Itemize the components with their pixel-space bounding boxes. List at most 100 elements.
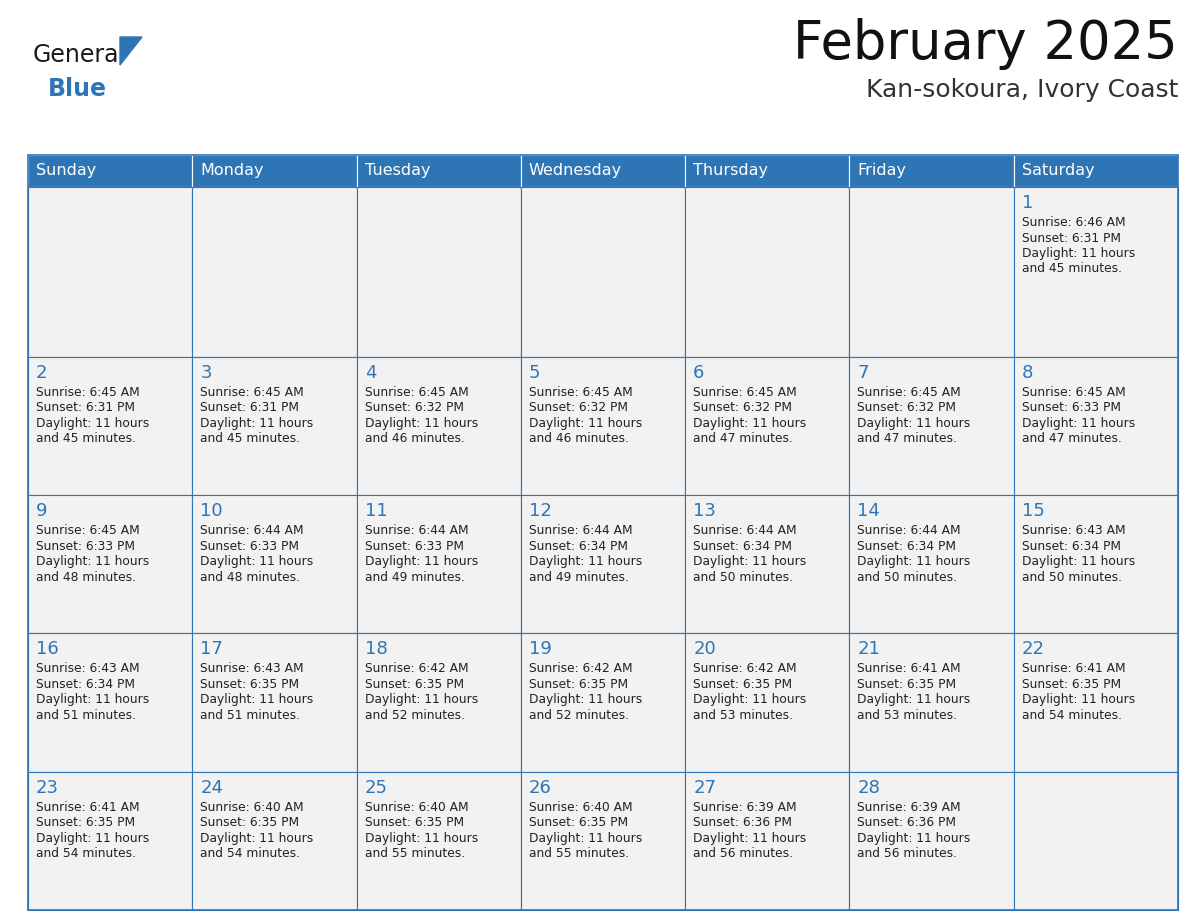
Text: and 54 minutes.: and 54 minutes. bbox=[1022, 709, 1121, 722]
Text: Sunrise: 6:45 AM: Sunrise: 6:45 AM bbox=[858, 386, 961, 399]
Text: 15: 15 bbox=[1022, 502, 1044, 521]
Text: Daylight: 11 hours: Daylight: 11 hours bbox=[693, 417, 807, 430]
Text: Sunset: 6:34 PM: Sunset: 6:34 PM bbox=[529, 540, 627, 553]
Bar bbox=[1013, 155, 1178, 187]
Bar bbox=[29, 155, 192, 187]
Bar bbox=[192, 155, 356, 187]
Text: and 51 minutes.: and 51 minutes. bbox=[201, 709, 301, 722]
Text: Sunrise: 6:43 AM: Sunrise: 6:43 AM bbox=[201, 663, 304, 676]
Text: and 51 minutes.: and 51 minutes. bbox=[36, 709, 135, 722]
Text: 8: 8 bbox=[1022, 364, 1034, 382]
Text: 27: 27 bbox=[693, 778, 716, 797]
Text: Sunrise: 6:44 AM: Sunrise: 6:44 AM bbox=[365, 524, 468, 537]
Text: Sunset: 6:32 PM: Sunset: 6:32 PM bbox=[365, 401, 463, 414]
Text: Sunset: 6:34 PM: Sunset: 6:34 PM bbox=[693, 540, 792, 553]
Bar bbox=[356, 772, 520, 910]
Bar bbox=[1013, 357, 1178, 495]
Text: Sunset: 6:32 PM: Sunset: 6:32 PM bbox=[858, 401, 956, 414]
Text: and 53 minutes.: and 53 minutes. bbox=[693, 709, 794, 722]
Text: Daylight: 11 hours: Daylight: 11 hours bbox=[36, 555, 150, 568]
Text: and 55 minutes.: and 55 minutes. bbox=[365, 847, 465, 860]
Text: Sunset: 6:35 PM: Sunset: 6:35 PM bbox=[529, 816, 628, 829]
Text: and 54 minutes.: and 54 minutes. bbox=[201, 847, 301, 860]
Text: Sunrise: 6:42 AM: Sunrise: 6:42 AM bbox=[693, 663, 797, 676]
Text: Kan-sokoura, Ivory Coast: Kan-sokoura, Ivory Coast bbox=[866, 78, 1178, 102]
Text: and 47 minutes.: and 47 minutes. bbox=[1022, 432, 1121, 445]
Text: Daylight: 11 hours: Daylight: 11 hours bbox=[365, 417, 478, 430]
Text: Sunset: 6:32 PM: Sunset: 6:32 PM bbox=[693, 401, 792, 414]
Bar bbox=[685, 772, 849, 910]
Text: and 45 minutes.: and 45 minutes. bbox=[201, 432, 301, 445]
Bar bbox=[29, 772, 192, 910]
Text: and 56 minutes.: and 56 minutes. bbox=[858, 847, 958, 860]
Text: and 52 minutes.: and 52 minutes. bbox=[365, 709, 465, 722]
Text: and 53 minutes.: and 53 minutes. bbox=[858, 709, 958, 722]
Bar bbox=[849, 772, 1013, 910]
Text: Daylight: 11 hours: Daylight: 11 hours bbox=[858, 555, 971, 568]
Text: and 48 minutes.: and 48 minutes. bbox=[36, 571, 135, 584]
Text: Sunset: 6:35 PM: Sunset: 6:35 PM bbox=[36, 816, 135, 829]
Text: Daylight: 11 hours: Daylight: 11 hours bbox=[693, 555, 807, 568]
Text: Daylight: 11 hours: Daylight: 11 hours bbox=[1022, 693, 1135, 707]
Text: Monday: Monday bbox=[201, 163, 264, 178]
Text: Sunrise: 6:45 AM: Sunrise: 6:45 AM bbox=[529, 386, 632, 399]
Text: and 45 minutes.: and 45 minutes. bbox=[1022, 263, 1121, 275]
Bar bbox=[192, 633, 356, 772]
Text: 12: 12 bbox=[529, 502, 551, 521]
Text: Sunset: 6:34 PM: Sunset: 6:34 PM bbox=[858, 540, 956, 553]
Text: Sunset: 6:35 PM: Sunset: 6:35 PM bbox=[693, 678, 792, 691]
Text: Daylight: 11 hours: Daylight: 11 hours bbox=[36, 417, 150, 430]
Text: and 45 minutes.: and 45 minutes. bbox=[36, 432, 135, 445]
Bar bbox=[356, 155, 520, 187]
Text: 19: 19 bbox=[529, 641, 551, 658]
Bar bbox=[685, 155, 849, 187]
Text: 28: 28 bbox=[858, 778, 880, 797]
Text: Sunset: 6:35 PM: Sunset: 6:35 PM bbox=[1022, 678, 1120, 691]
Text: Sunset: 6:35 PM: Sunset: 6:35 PM bbox=[529, 678, 628, 691]
Bar bbox=[520, 155, 685, 187]
Bar bbox=[520, 357, 685, 495]
Bar bbox=[849, 633, 1013, 772]
Text: Sunset: 6:34 PM: Sunset: 6:34 PM bbox=[36, 678, 135, 691]
Text: Daylight: 11 hours: Daylight: 11 hours bbox=[36, 832, 150, 845]
Text: Thursday: Thursday bbox=[693, 163, 769, 178]
Text: and 56 minutes.: and 56 minutes. bbox=[693, 847, 794, 860]
Text: 7: 7 bbox=[858, 364, 868, 382]
Text: and 47 minutes.: and 47 minutes. bbox=[858, 432, 958, 445]
Text: Daylight: 11 hours: Daylight: 11 hours bbox=[858, 417, 971, 430]
Text: Sunrise: 6:42 AM: Sunrise: 6:42 AM bbox=[529, 663, 632, 676]
Text: 5: 5 bbox=[529, 364, 541, 382]
Text: Daylight: 11 hours: Daylight: 11 hours bbox=[529, 417, 642, 430]
Text: Sunrise: 6:39 AM: Sunrise: 6:39 AM bbox=[858, 800, 961, 813]
Text: 1: 1 bbox=[1022, 194, 1034, 212]
Bar bbox=[685, 633, 849, 772]
Text: Saturday: Saturday bbox=[1022, 163, 1094, 178]
Text: Sunset: 6:33 PM: Sunset: 6:33 PM bbox=[365, 540, 463, 553]
Text: Sunset: 6:33 PM: Sunset: 6:33 PM bbox=[36, 540, 135, 553]
Text: Daylight: 11 hours: Daylight: 11 hours bbox=[1022, 555, 1135, 568]
Text: 9: 9 bbox=[36, 502, 48, 521]
Text: Sunset: 6:31 PM: Sunset: 6:31 PM bbox=[201, 401, 299, 414]
Text: Daylight: 11 hours: Daylight: 11 hours bbox=[365, 693, 478, 707]
Text: and 46 minutes.: and 46 minutes. bbox=[529, 432, 628, 445]
Text: General: General bbox=[33, 43, 126, 67]
Bar bbox=[356, 357, 520, 495]
Text: Sunrise: 6:43 AM: Sunrise: 6:43 AM bbox=[36, 663, 140, 676]
Polygon shape bbox=[120, 37, 143, 65]
Text: February 2025: February 2025 bbox=[794, 18, 1178, 70]
Text: Sunrise: 6:41 AM: Sunrise: 6:41 AM bbox=[1022, 663, 1125, 676]
Text: Wednesday: Wednesday bbox=[529, 163, 623, 178]
Text: Daylight: 11 hours: Daylight: 11 hours bbox=[36, 693, 150, 707]
Text: and 48 minutes.: and 48 minutes. bbox=[201, 571, 301, 584]
Text: Sunset: 6:33 PM: Sunset: 6:33 PM bbox=[1022, 401, 1120, 414]
Text: and 50 minutes.: and 50 minutes. bbox=[858, 571, 958, 584]
Text: Sunset: 6:36 PM: Sunset: 6:36 PM bbox=[858, 816, 956, 829]
Bar bbox=[192, 495, 356, 633]
Text: and 52 minutes.: and 52 minutes. bbox=[529, 709, 628, 722]
Text: Daylight: 11 hours: Daylight: 11 hours bbox=[858, 693, 971, 707]
Text: 13: 13 bbox=[693, 502, 716, 521]
Bar bbox=[520, 772, 685, 910]
Text: Daylight: 11 hours: Daylight: 11 hours bbox=[693, 832, 807, 845]
Text: Friday: Friday bbox=[858, 163, 906, 178]
Text: Daylight: 11 hours: Daylight: 11 hours bbox=[693, 693, 807, 707]
